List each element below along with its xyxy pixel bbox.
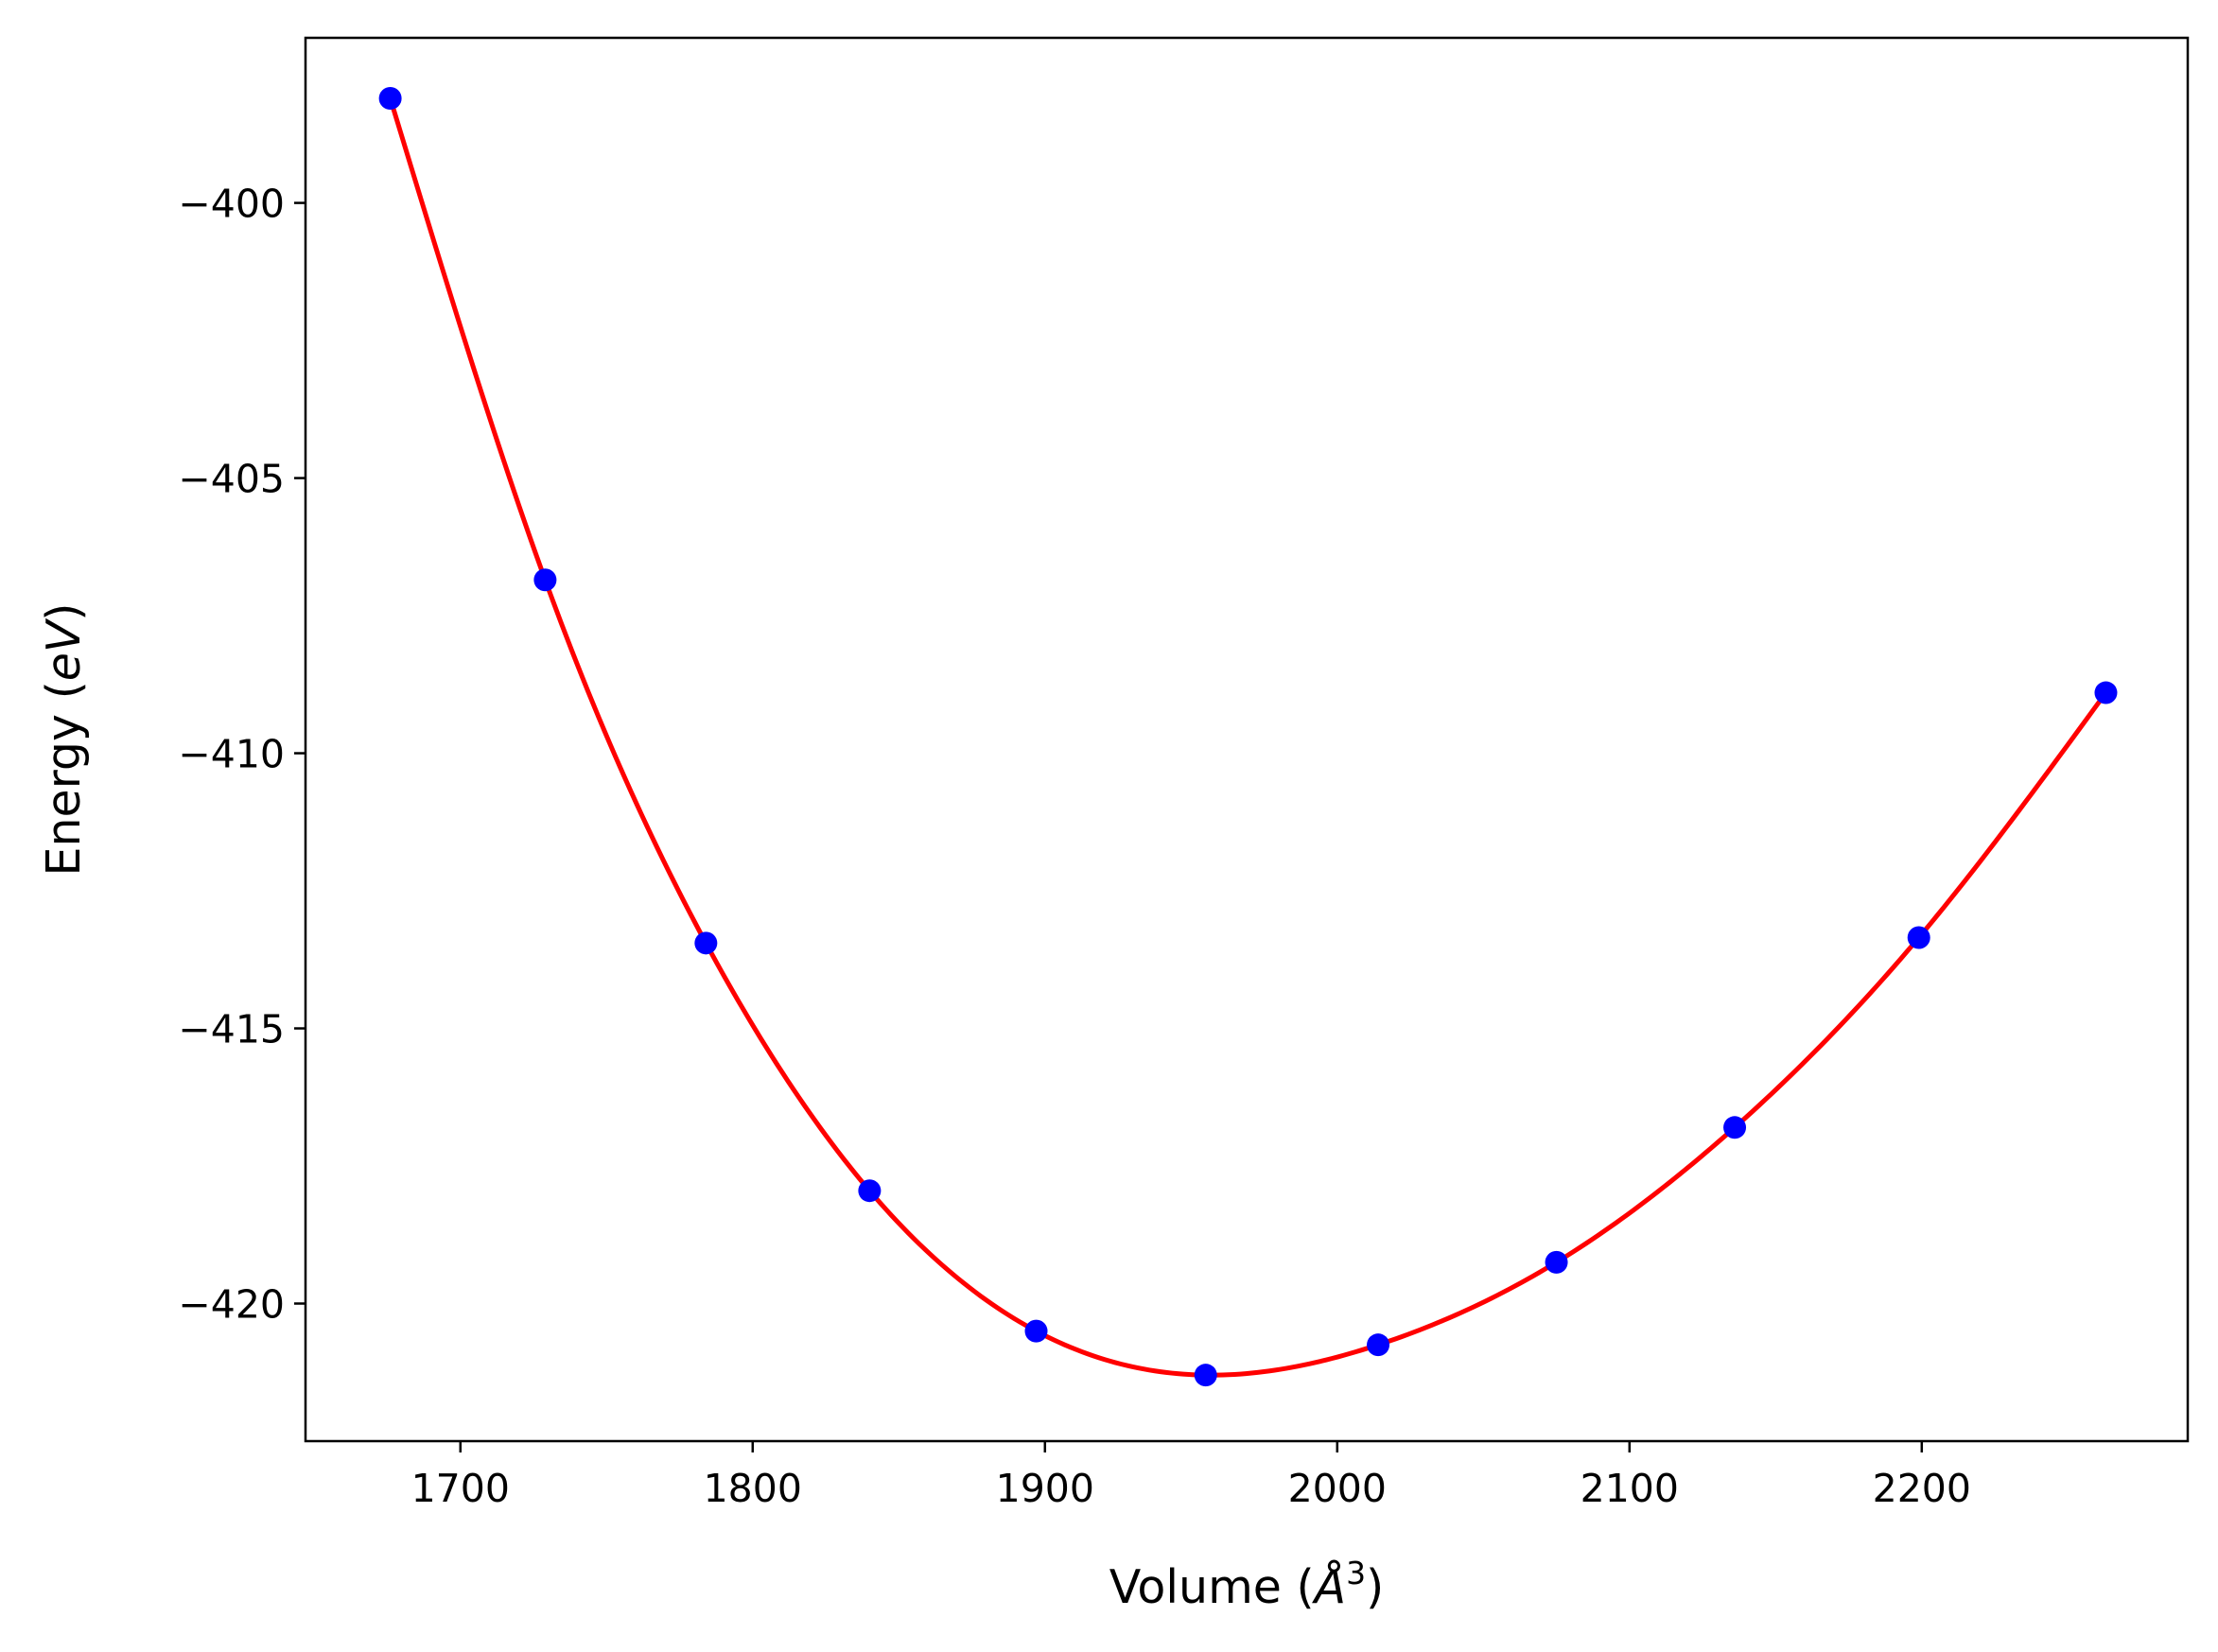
data-point (2094, 681, 2118, 704)
y-tick-label: −420 (178, 1282, 285, 1328)
x-axis-label: Volume (Å3) (1109, 1555, 1385, 1614)
y-axis-label: Energy (eV) (37, 602, 91, 876)
data-point (378, 87, 402, 111)
ticks: 1700 1800 1900 2000 2100 2200 −400 −405 −410 −415… (178, 182, 1971, 1511)
x-tick-label: 2000 (1288, 1466, 1387, 1511)
x-tick-label: 1700 (411, 1466, 510, 1511)
x-tick-label: 2100 (1581, 1466, 1679, 1511)
data-point (858, 1179, 882, 1203)
y-tick-label: −400 (178, 182, 285, 227)
data-point (1545, 1250, 1568, 1274)
y-tick-label: −405 (178, 457, 285, 502)
axes-frame (304, 36, 2190, 1443)
x-tick-label: 2200 (1873, 1466, 1971, 1511)
y-tick-label: −415 (178, 1007, 285, 1052)
y-tick-label: −410 (178, 732, 285, 777)
x-tick-label: 1900 (996, 1466, 1094, 1511)
x-tick-label: 1800 (704, 1466, 802, 1511)
data-point (1367, 1333, 1390, 1357)
plot-area (378, 87, 2118, 1387)
data-point (1194, 1364, 1217, 1387)
data-point (533, 568, 557, 592)
data-point (1024, 1319, 1048, 1343)
data-point (1723, 1116, 1747, 1139)
data-point (694, 931, 718, 955)
data-point (1907, 926, 1930, 949)
